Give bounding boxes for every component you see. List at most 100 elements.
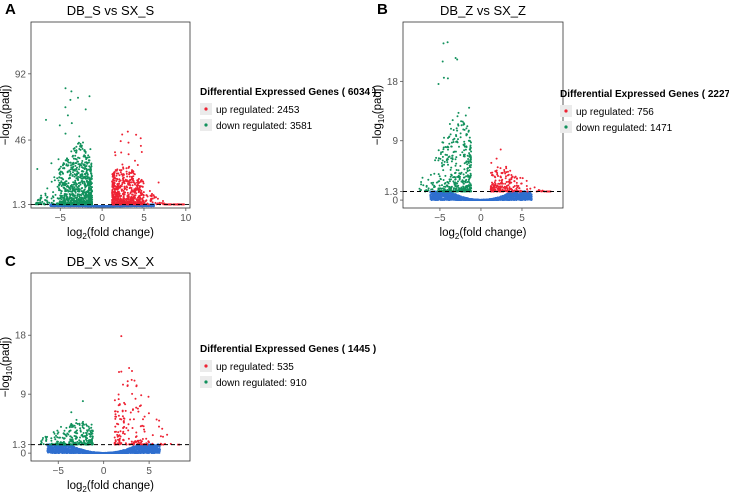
point-down-regulated — [69, 99, 71, 101]
point-down-regulated — [58, 158, 60, 160]
point-down-regulated — [53, 200, 55, 202]
point-down-regulated — [84, 168, 86, 170]
point-not-significant — [148, 205, 150, 207]
point-down-regulated — [90, 172, 92, 174]
point-down-regulated — [61, 190, 63, 192]
point-up-regulated — [128, 201, 130, 203]
point-down-regulated — [60, 180, 62, 182]
point-down-regulated — [87, 154, 89, 156]
point-up-regulated — [113, 182, 115, 184]
point-down-regulated — [81, 187, 83, 189]
point-down-regulated — [58, 184, 60, 186]
point-down-regulated — [74, 155, 76, 157]
point-up-regulated — [125, 198, 127, 200]
point-up-regulated — [155, 196, 157, 198]
point-up-regulated — [119, 185, 121, 187]
point-down-regulated — [64, 184, 66, 186]
point-up-regulated — [126, 173, 128, 175]
point-up-regulated — [125, 202, 127, 204]
point-up-regulated — [136, 199, 138, 201]
point-up-regulated — [143, 191, 145, 193]
point-down-regulated — [85, 108, 87, 110]
point-down-regulated — [70, 90, 72, 92]
point-up-regulated — [114, 199, 116, 201]
point-down-regulated — [67, 159, 69, 161]
legend-marker-up — [204, 107, 207, 110]
point-down-regulated — [89, 196, 91, 198]
point-down-regulated — [88, 162, 90, 164]
point-down-regulated — [74, 150, 76, 152]
point-down-regulated — [48, 202, 50, 204]
point-down-regulated — [83, 195, 85, 197]
point-up-regulated — [138, 178, 140, 180]
point-up-regulated — [129, 176, 131, 178]
point-down-regulated — [91, 174, 93, 176]
point-up-regulated — [112, 178, 114, 180]
point-up-regulated — [134, 196, 136, 198]
point-down-regulated — [46, 187, 48, 189]
point-down-regulated — [45, 194, 47, 196]
point-down-regulated — [90, 186, 92, 188]
point-down-regulated — [52, 195, 54, 197]
point-up-regulated — [119, 200, 121, 202]
point-up-regulated — [121, 164, 123, 166]
point-up-regulated — [124, 187, 126, 189]
point-up-regulated — [133, 201, 135, 203]
point-up-regulated — [121, 173, 123, 175]
point-down-regulated — [89, 200, 91, 202]
point-down-regulated — [70, 150, 72, 152]
point-up-regulated — [140, 190, 142, 192]
point-down-regulated — [69, 186, 71, 188]
point-up-regulated — [121, 134, 123, 136]
point-down-regulated — [73, 176, 75, 178]
point-up-regulated — [133, 173, 135, 175]
point-not-significant — [105, 205, 107, 207]
point-down-regulated — [78, 199, 80, 201]
point-down-regulated — [82, 148, 84, 150]
point-up-regulated — [147, 196, 149, 198]
point-up-regulated — [136, 185, 138, 187]
point-down-regulated — [72, 164, 74, 166]
point-down-regulated — [56, 177, 58, 179]
point-down-regulated — [60, 192, 62, 194]
point-down-regulated — [89, 95, 91, 97]
point-down-regulated — [61, 171, 63, 173]
point-up-regulated — [138, 197, 140, 199]
point-down-regulated — [81, 160, 83, 162]
point-up-regulated — [126, 189, 128, 191]
x-axis-label: log2(fold change) — [67, 227, 154, 241]
point-up-regulated — [126, 167, 128, 169]
point-up-regulated — [128, 173, 130, 175]
point-down-regulated — [72, 162, 74, 164]
point-down-regulated — [67, 171, 69, 173]
panel-label: B — [377, 1, 388, 18]
chart-title: DB_S vs SX_S — [67, 3, 155, 18]
point-down-regulated — [59, 173, 61, 175]
point-down-regulated — [72, 169, 74, 171]
point-down-regulated — [72, 166, 74, 168]
point-up-regulated — [120, 140, 122, 142]
point-down-regulated — [70, 197, 72, 199]
point-down-regulated — [65, 87, 67, 89]
point-up-regulated — [142, 186, 144, 188]
point-up-regulated — [138, 187, 140, 189]
point-down-regulated — [67, 186, 69, 188]
point-down-regulated — [54, 179, 56, 181]
point-down-regulated — [84, 185, 86, 187]
point-up-regulated — [113, 198, 115, 200]
point-not-significant — [107, 205, 109, 207]
point-up-regulated — [117, 188, 119, 190]
point-down-regulated — [87, 190, 89, 192]
point-down-regulated — [77, 157, 79, 159]
point-down-regulated — [85, 158, 87, 160]
point-up-regulated — [114, 190, 116, 192]
point-up-regulated — [118, 181, 120, 183]
point-not-significant — [93, 205, 95, 207]
legend-up-regulated: up regulated: 2453 — [216, 105, 300, 116]
point-up-regulated — [128, 153, 130, 155]
point-up-regulated — [123, 181, 125, 183]
point-not-significant — [59, 205, 61, 207]
point-down-regulated — [65, 159, 67, 161]
point-down-regulated — [69, 174, 71, 176]
point-up-regulated — [118, 183, 120, 185]
